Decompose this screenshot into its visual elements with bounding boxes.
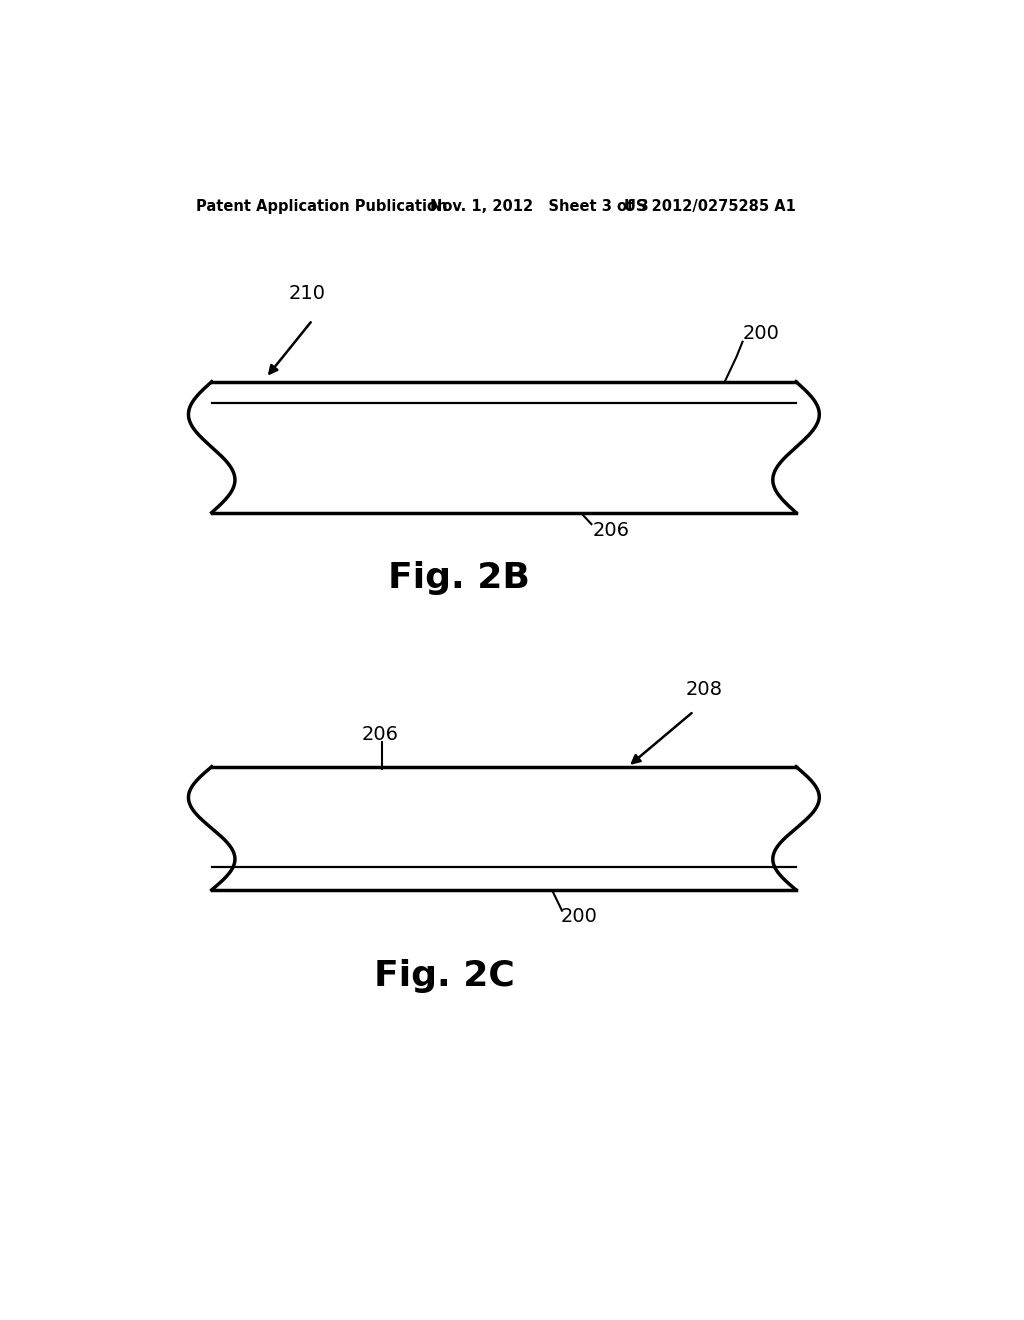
Text: 210: 210 [289, 284, 326, 302]
Text: 200: 200 [742, 325, 779, 343]
Text: 208: 208 [686, 680, 723, 700]
Text: Nov. 1, 2012   Sheet 3 of 3: Nov. 1, 2012 Sheet 3 of 3 [430, 198, 649, 214]
Text: Fig. 2B: Fig. 2B [388, 561, 529, 595]
Text: 206: 206 [593, 521, 630, 540]
Text: 200: 200 [560, 907, 597, 927]
Text: Patent Application Publication: Patent Application Publication [197, 198, 447, 214]
Text: US 2012/0275285 A1: US 2012/0275285 A1 [624, 198, 796, 214]
Text: Fig. 2C: Fig. 2C [375, 960, 515, 993]
Text: 206: 206 [362, 725, 399, 744]
